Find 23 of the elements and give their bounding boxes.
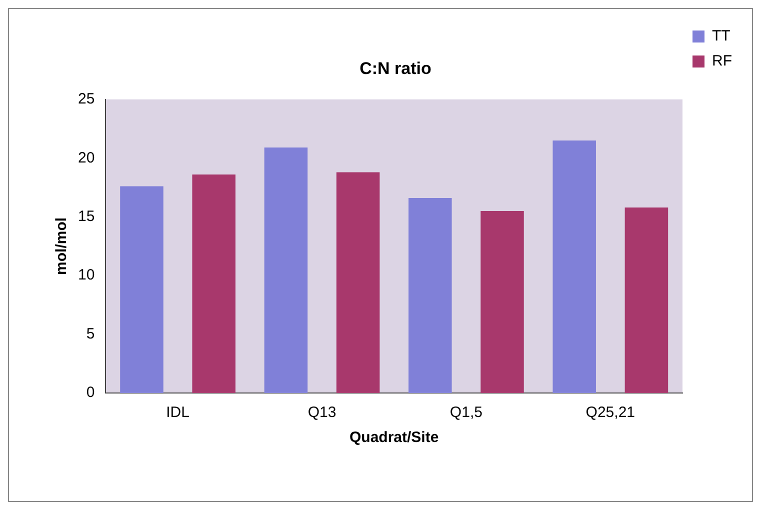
- bar: [408, 198, 452, 393]
- y-axis-title: mol/mol: [53, 217, 70, 275]
- bar: [336, 172, 380, 393]
- bar: [624, 207, 668, 393]
- bar: [264, 148, 308, 393]
- y-tick-label: 10: [78, 266, 95, 284]
- bar: [552, 140, 596, 393]
- bar: [120, 186, 164, 393]
- x-axis-title: Quadrat/Site: [350, 429, 439, 446]
- y-tick-label: 20: [78, 149, 95, 166]
- x-tick-label: Q1,5: [450, 404, 482, 422]
- y-tick-label: 0: [86, 384, 95, 402]
- bar: [480, 210, 524, 393]
- chart-title: C:N ratio: [360, 58, 432, 78]
- x-tick-label: Q25,21: [586, 404, 636, 422]
- y-tick-label: 5: [86, 325, 95, 342]
- y-tick-label: 15: [78, 208, 95, 225]
- x-tick-label: IDL: [166, 404, 190, 422]
- bar: [192, 174, 236, 393]
- legend-label: RF: [712, 52, 732, 70]
- x-tick-label: Q13: [308, 404, 336, 422]
- y-tick-label: 25: [78, 90, 95, 108]
- legend-label: TT: [712, 28, 730, 45]
